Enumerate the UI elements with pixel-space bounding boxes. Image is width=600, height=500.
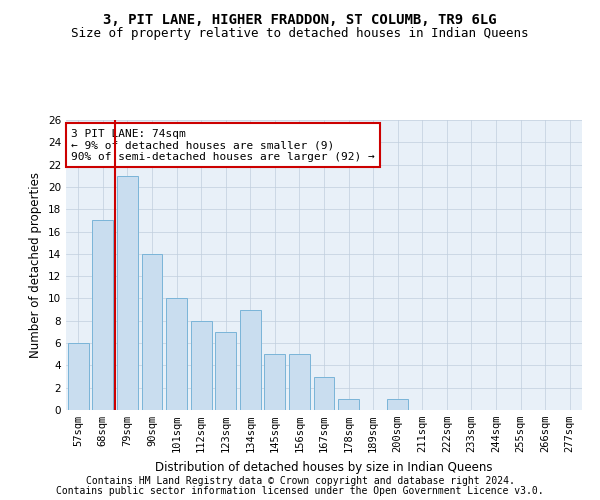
- Bar: [387, 399, 408, 410]
- Y-axis label: Number of detached properties: Number of detached properties: [29, 172, 43, 358]
- Bar: [240, 310, 261, 410]
- Bar: [314, 376, 334, 410]
- Text: 3 PIT LANE: 74sqm
← 9% of detached houses are smaller (9)
90% of semi-detached h: 3 PIT LANE: 74sqm ← 9% of detached house…: [71, 128, 375, 162]
- Text: 3, PIT LANE, HIGHER FRADDON, ST COLUMB, TR9 6LG: 3, PIT LANE, HIGHER FRADDON, ST COLUMB, …: [103, 12, 497, 26]
- Text: Contains public sector information licensed under the Open Government Licence v3: Contains public sector information licen…: [56, 486, 544, 496]
- Bar: [166, 298, 187, 410]
- Bar: [68, 343, 89, 410]
- Bar: [92, 220, 113, 410]
- Text: Size of property relative to detached houses in Indian Queens: Size of property relative to detached ho…: [71, 28, 529, 40]
- X-axis label: Distribution of detached houses by size in Indian Queens: Distribution of detached houses by size …: [155, 460, 493, 473]
- Bar: [215, 332, 236, 410]
- Bar: [142, 254, 163, 410]
- Bar: [191, 321, 212, 410]
- Bar: [117, 176, 138, 410]
- Bar: [338, 399, 359, 410]
- Text: Contains HM Land Registry data © Crown copyright and database right 2024.: Contains HM Land Registry data © Crown c…: [86, 476, 514, 486]
- Bar: [265, 354, 286, 410]
- Bar: [289, 354, 310, 410]
